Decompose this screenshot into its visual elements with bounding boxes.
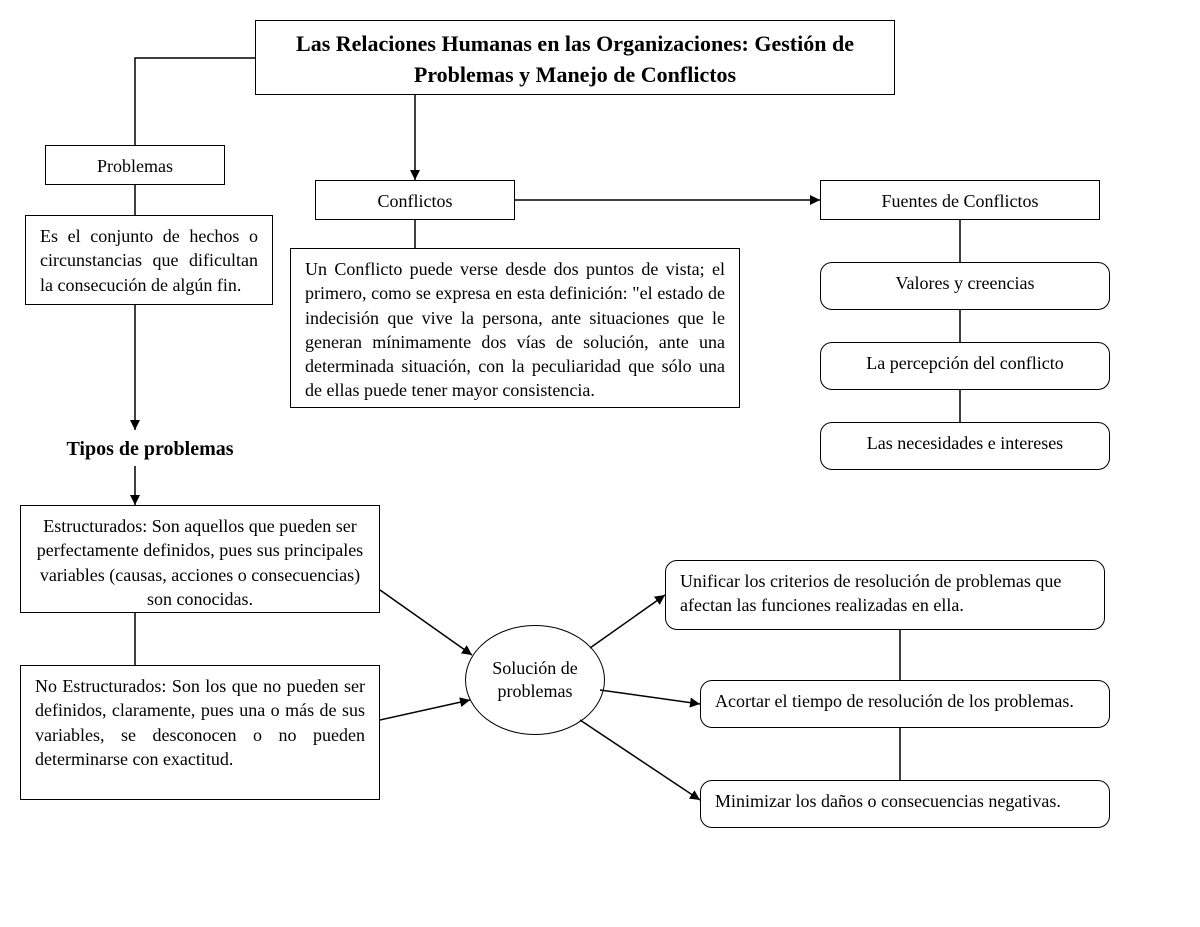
estructurados-text: Estructurados: Son aquellos que pueden s… <box>37 516 363 609</box>
sol1-text: Unificar los criterios de resolución de … <box>680 571 1061 615</box>
conflictos-label: Conflictos <box>378 191 453 211</box>
sol2-text: Acortar el tiempo de resolución de los p… <box>715 691 1074 711</box>
conflictos-def-text: Un Conflicto puede verse desde dos punto… <box>305 259 725 400</box>
node-percepcion: La percepción del conflicto <box>820 342 1110 390</box>
node-fuentes: Fuentes de Conflictos <box>820 180 1100 220</box>
node-no-estructurados: No Estructurados: Son los que no pueden … <box>20 665 380 800</box>
problemas-label: Problemas <box>97 156 173 176</box>
no-estructurados-text: No Estructurados: Son los que no pueden … <box>35 676 365 769</box>
node-solucion: Solución de problemas <box>465 625 605 735</box>
node-problemas-def: Es el conjunto de hechos o circunstancia… <box>25 215 273 305</box>
node-valores: Valores y creencias <box>820 262 1110 310</box>
sol3-text: Minimizar los daños o consecuencias nega… <box>715 791 1061 811</box>
percepcion-text: La percepción del conflicto <box>866 353 1063 373</box>
tipos-label-text: Tipos de problemas <box>66 438 233 460</box>
node-sol2: Acortar el tiempo de resolución de los p… <box>700 680 1110 728</box>
necesidades-text: Las necesidades e intereses <box>867 433 1063 453</box>
node-problemas: Problemas <box>45 145 225 185</box>
node-estructurados: Estructurados: Son aquellos que pueden s… <box>20 505 380 613</box>
fuentes-label: Fuentes de Conflictos <box>882 191 1039 211</box>
node-sol3: Minimizar los daños o consecuencias nega… <box>700 780 1110 828</box>
valores-text: Valores y creencias <box>896 273 1035 293</box>
node-conflictos: Conflictos <box>315 180 515 220</box>
solucion-text: Solución de problemas <box>476 657 594 704</box>
node-necesidades: Las necesidades e intereses <box>820 422 1110 470</box>
node-conflictos-def: Un Conflicto puede verse desde dos punto… <box>290 248 740 408</box>
node-sol1: Unificar los criterios de resolución de … <box>665 560 1105 630</box>
problemas-def-text: Es el conjunto de hechos o circunstancia… <box>40 226 258 295</box>
tipos-label: Tipos de problemas <box>50 438 250 461</box>
title-box: Las Relaciones Humanas en las Organizaci… <box>255 20 895 95</box>
title-text: Las Relaciones Humanas en las Organizaci… <box>296 31 854 87</box>
